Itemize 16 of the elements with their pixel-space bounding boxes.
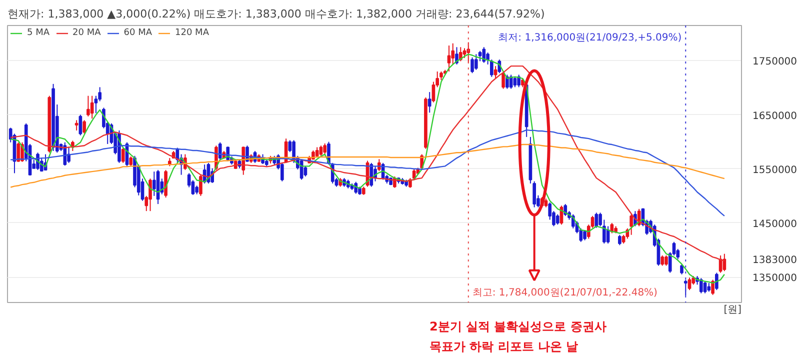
chart-title: 현재가: 1,383,000 ▲3,000(0.22%) 매도호가: 1,383,000 매수호가: 1,382,000 거래량: 23,644(57.92%) [8, 8, 545, 20]
y-tick-label: 1350000 [752, 273, 798, 284]
legend-label: 60 MA [124, 28, 152, 38]
y-tick-label: 1383000 [752, 255, 798, 266]
legend-label: 120 MA [175, 28, 209, 38]
annotation: 최고: 1,784,000원(21/07/01,-22.48%) [472, 288, 658, 298]
y-tick-label: 1450000 [752, 218, 798, 230]
y-tick-label: 1550000 [752, 164, 798, 176]
legend-label: 20 MA [72, 28, 101, 38]
text: 목표가 하락 리포트 나온 날 [430, 340, 578, 354]
y-tick-label: 1750000 [752, 56, 798, 68]
annotation: 최저: 1,316,000원(21/09/23,+5.09%) [498, 32, 682, 44]
text: 2분기 실적 불확실성으로 증권사 [430, 320, 606, 334]
y-tick-label: 1650000 [752, 110, 798, 122]
y-axis-title: [원] [724, 304, 742, 316]
legend-label: 5 MA [27, 28, 50, 38]
